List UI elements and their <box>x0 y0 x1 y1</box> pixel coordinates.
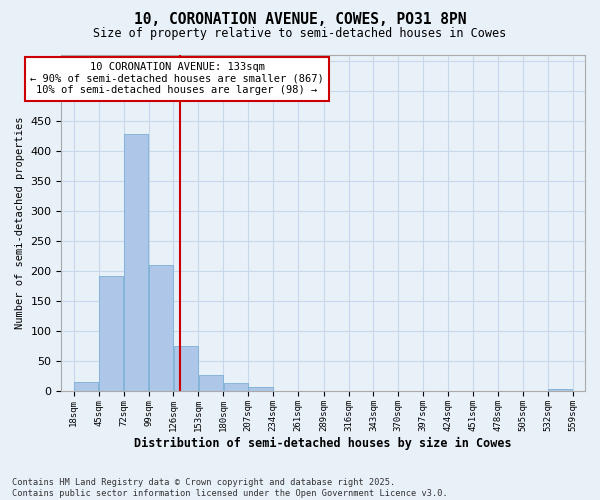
X-axis label: Distribution of semi-detached houses by size in Cowes: Distribution of semi-detached houses by … <box>134 437 512 450</box>
Bar <box>74 382 98 392</box>
Text: 10, CORONATION AVENUE, COWES, PO31 8PN: 10, CORONATION AVENUE, COWES, PO31 8PN <box>134 12 466 28</box>
Text: Contains HM Land Registry data © Crown copyright and database right 2025.
Contai: Contains HM Land Registry data © Crown c… <box>12 478 448 498</box>
Text: Size of property relative to semi-detached houses in Cowes: Size of property relative to semi-detach… <box>94 28 506 40</box>
Bar <box>224 383 248 392</box>
Bar <box>248 386 272 392</box>
Bar <box>124 134 148 392</box>
Bar <box>174 346 198 392</box>
Bar <box>149 264 173 392</box>
Bar <box>548 389 572 392</box>
Bar <box>199 374 223 392</box>
Bar <box>99 276 123 392</box>
Text: 10 CORONATION AVENUE: 133sqm
← 90% of semi-detached houses are smaller (867)
10%: 10 CORONATION AVENUE: 133sqm ← 90% of se… <box>30 62 324 96</box>
Y-axis label: Number of semi-detached properties: Number of semi-detached properties <box>15 117 25 330</box>
